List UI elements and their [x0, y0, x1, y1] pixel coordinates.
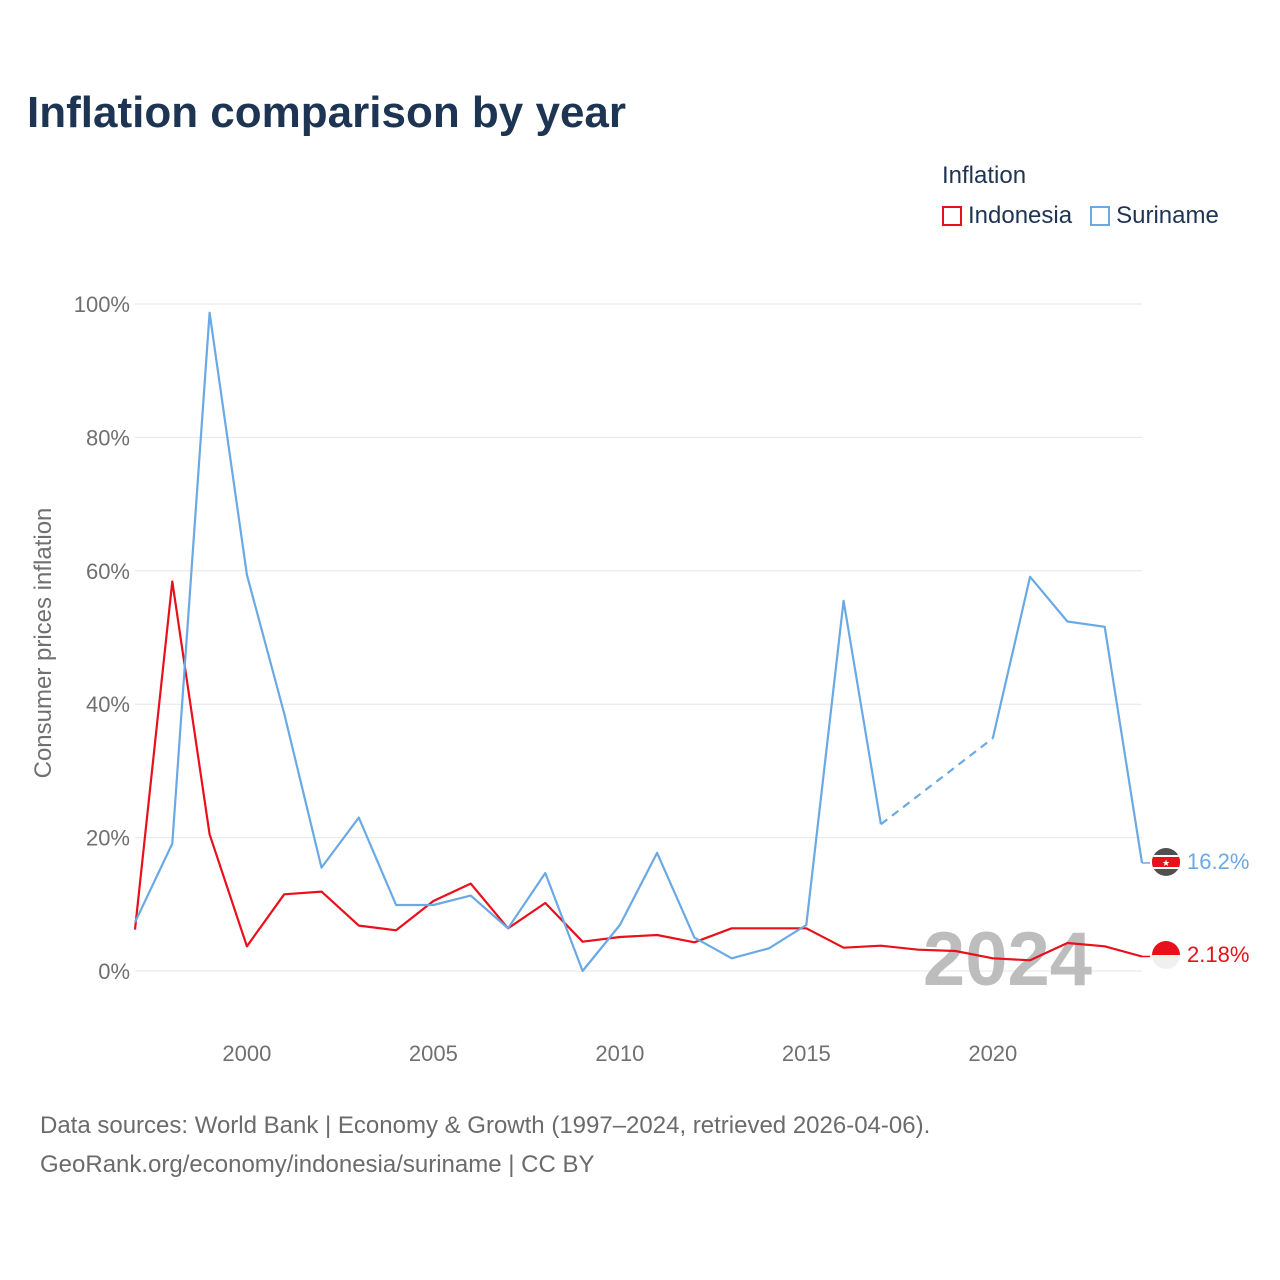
legend-swatch-suriname	[1090, 206, 1111, 226]
x-tick-label: 2020	[968, 1041, 1017, 1066]
y-tick-label: 20%	[86, 826, 130, 851]
y-tick-label: 0%	[98, 959, 130, 984]
legend-swatch-indonesia	[942, 206, 962, 226]
suriname-end-label: 16.2%	[1187, 849, 1249, 874]
y-tick-labels: 0% 20% 40% 60% 80% 100%	[74, 292, 130, 984]
footer: Data sources: World Bank | Economy & Gro…	[40, 1106, 930, 1184]
x-tick-label: 2005	[409, 1041, 458, 1066]
indonesia-end-label: 2.18%	[1187, 942, 1249, 967]
gridlines	[135, 303, 1142, 972]
y-tick-label: 80%	[86, 425, 130, 450]
x-tick-label: 2000	[222, 1041, 271, 1066]
y-tick-label: 100%	[74, 292, 130, 317]
suriname-flag-icon: ★	[1152, 848, 1180, 876]
suriname-line	[991, 575, 1144, 864]
legend: Inflation Indonesia Suriname	[942, 162, 1219, 230]
legend-title: Inflation	[942, 162, 1027, 189]
legend-item-suriname[interactable]: Suriname	[1090, 202, 1219, 230]
footer-sources: Data sources: World Bank | Economy & Gro…	[40, 1112, 931, 1139]
legend-item-indonesia[interactable]: Indonesia	[942, 202, 1072, 230]
footer-link[interactable]: GeoRank.org/economy/indonesia/suriname |…	[40, 1151, 595, 1178]
chart-title: Inflation comparison by year	[27, 88, 627, 137]
x-tick-labels: 2000 2005 2010 2015 2020	[222, 1041, 1017, 1066]
y-tick-label: 60%	[86, 559, 130, 584]
x-tick-label: 2010	[595, 1041, 644, 1066]
x-tick-label: 2015	[782, 1041, 831, 1066]
legend-label-suriname: Suriname	[1116, 202, 1219, 229]
indonesia-flag-icon	[1152, 941, 1180, 969]
suriname-line-gap-dashed	[880, 737, 994, 826]
series-lines	[133, 311, 1150, 973]
legend-label-indonesia: Indonesia	[968, 202, 1073, 229]
y-tick-label: 40%	[86, 692, 130, 717]
y-axis-label: Consumer prices inflation	[30, 508, 57, 779]
indonesia-line	[133, 580, 1143, 962]
svg-text:★: ★	[1162, 859, 1170, 869]
suriname-line	[134, 311, 882, 973]
